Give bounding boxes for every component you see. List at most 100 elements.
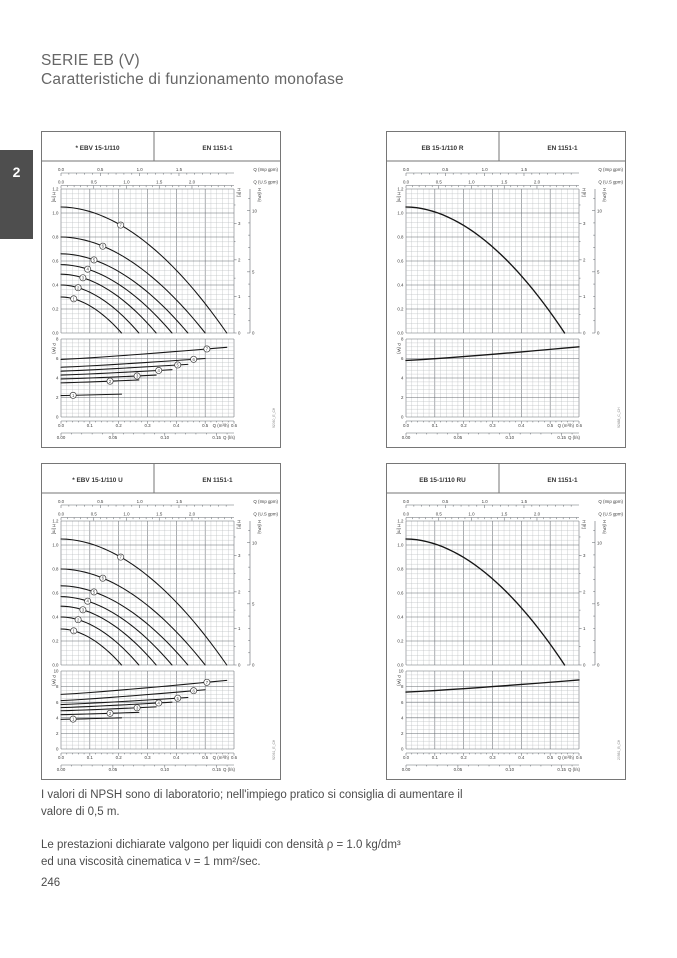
svg-text:3: 3 — [82, 275, 85, 280]
svg-text:6: 6 — [401, 700, 404, 705]
svg-text:0.4: 0.4 — [397, 615, 404, 620]
svg-text:0.5: 0.5 — [202, 423, 209, 428]
chart-ebv-15-1-110: * EBV 15-1/110 EN 1151-1 0.0 0.5 1.0 1.5 Q (Im… — [41, 131, 281, 448]
svg-text:10: 10 — [597, 208, 602, 213]
svg-text:6: 6 — [56, 356, 59, 361]
svg-text:7: 7 — [120, 223, 123, 228]
svg-text:* EBV 15-1/110 U: * EBV 15-1/110 U — [72, 477, 123, 484]
svg-text:4: 4 — [86, 599, 89, 604]
svg-text:1: 1 — [72, 393, 75, 398]
svg-text:0.2: 0.2 — [116, 755, 123, 760]
section-tab-number: 2 — [12, 164, 21, 180]
svg-text:2: 2 — [401, 395, 404, 400]
svg-text:Q (Imp gpm): Q (Imp gpm) — [253, 499, 278, 504]
svg-text:0.0: 0.0 — [403, 755, 410, 760]
chart-ebv-15-1-110-u: * EBV 15-1/110 U EN 1151-1 0.0 0.5 1.0 1.5 Q (… — [41, 463, 281, 780]
svg-text:0.2: 0.2 — [397, 639, 404, 644]
svg-text:3: 3 — [136, 705, 139, 710]
svg-text:Q (l/s): Q (l/s) — [568, 767, 580, 772]
svg-text:0.5: 0.5 — [436, 511, 443, 516]
svg-text:0: 0 — [597, 331, 600, 336]
svg-text:0.3: 0.3 — [144, 755, 151, 760]
svg-text:0.0: 0.0 — [58, 511, 65, 516]
svg-text:Q (m³/h): Q (m³/h) — [558, 755, 575, 760]
svg-text:2: 2 — [401, 731, 404, 736]
svg-text:2: 2 — [56, 731, 59, 736]
svg-text:0.6: 0.6 — [231, 423, 238, 428]
performance-note-line1: Le prestazioni dichiarate valgono per li… — [41, 839, 401, 851]
svg-text:0: 0 — [597, 663, 600, 668]
svg-text:1.2: 1.2 — [397, 519, 404, 524]
svg-text:0: 0 — [56, 747, 59, 752]
svg-text:1.5: 1.5 — [156, 511, 163, 516]
svg-text:0.05: 0.05 — [454, 435, 463, 440]
svg-text:5: 5 — [252, 269, 255, 274]
svg-text:3: 3 — [82, 607, 85, 612]
svg-text:P (W): P (W) — [52, 675, 57, 686]
svg-text:0.15: 0.15 — [212, 767, 221, 772]
svg-text:0.2: 0.2 — [397, 307, 404, 312]
svg-text:2: 2 — [109, 711, 112, 716]
svg-text:0.6: 0.6 — [397, 259, 404, 264]
svg-text:6: 6 — [102, 244, 105, 249]
svg-text:0.8: 0.8 — [397, 235, 404, 240]
svg-text:0.10: 0.10 — [161, 767, 170, 772]
svg-text:P (W): P (W) — [52, 343, 57, 354]
svg-text:0.0: 0.0 — [58, 167, 65, 172]
svg-text:0.0: 0.0 — [52, 663, 59, 668]
svg-text:10: 10 — [399, 669, 404, 674]
svg-text:EN 1151-1: EN 1151-1 — [547, 477, 578, 484]
svg-text:EN 1151-1: EN 1151-1 — [202, 145, 233, 152]
svg-text:0: 0 — [401, 747, 404, 752]
svg-text:0.3: 0.3 — [144, 423, 151, 428]
svg-text:0.00: 0.00 — [402, 767, 411, 772]
svg-text:2.0: 2.0 — [189, 511, 196, 516]
svg-text:2: 2 — [77, 617, 80, 622]
svg-text:0.5: 0.5 — [442, 499, 449, 504]
svg-text:1.0: 1.0 — [137, 167, 144, 172]
svg-text:0.6: 0.6 — [231, 755, 238, 760]
pump-chart-svg-ebv-15-1-110: * EBV 15-1/110 EN 1151-1 0.0 0.5 1.0 1.5 Q (Im… — [41, 131, 281, 448]
svg-text:4: 4 — [401, 376, 404, 381]
svg-text:H [ft]: H [ft] — [582, 188, 587, 197]
svg-text:0: 0 — [56, 415, 59, 420]
svg-text:4: 4 — [56, 715, 59, 720]
series-title: SERIE EB (V) — [41, 52, 140, 69]
npsh-note-line1: I valori di NPSH sono di laboratorio; ne… — [41, 789, 463, 801]
svg-text:3: 3 — [583, 221, 586, 226]
svg-text:EB 15-1/110 RU: EB 15-1/110 RU — [419, 477, 466, 484]
svg-text:Q (Imp gpm): Q (Imp gpm) — [598, 167, 623, 172]
svg-text:Q (l/s): Q (l/s) — [568, 435, 580, 440]
svg-text:3: 3 — [583, 553, 586, 558]
svg-text:0.10: 0.10 — [506, 767, 515, 772]
svg-text:0.0: 0.0 — [58, 423, 65, 428]
pump-chart-svg-ebv-15-1-110-u: * EBV 15-1/110 U EN 1151-1 0.0 0.5 1.0 1.5 Q (… — [41, 463, 281, 780]
svg-text:2: 2 — [583, 589, 586, 594]
svg-text:92488_C_CH: 92488_C_CH — [617, 407, 621, 428]
svg-text:0.2: 0.2 — [461, 755, 468, 760]
svg-text:2: 2 — [238, 257, 241, 262]
svg-text:1.0: 1.0 — [123, 511, 130, 516]
svg-text:10: 10 — [252, 540, 257, 545]
svg-text:0.3: 0.3 — [489, 423, 496, 428]
svg-text:P (W): P (W) — [397, 343, 402, 354]
svg-text:2: 2 — [56, 395, 59, 400]
page-number: 246 — [41, 877, 61, 889]
svg-text:0.1: 0.1 — [87, 423, 94, 428]
svg-text:0.4: 0.4 — [52, 283, 59, 288]
svg-text:8: 8 — [56, 684, 59, 689]
svg-text:5: 5 — [597, 601, 600, 606]
svg-text:H (kPa): H (kPa) — [257, 520, 262, 535]
svg-text:1.5: 1.5 — [501, 511, 508, 516]
svg-text:1: 1 — [72, 717, 75, 722]
chart-eb-15-1-110-r: EB 15-1/110 R EN 1151-1 0.0 0.5 1.0 1.5 Q (Imp… — [386, 131, 626, 448]
svg-text:1.2: 1.2 — [52, 187, 59, 192]
svg-text:5: 5 — [252, 601, 255, 606]
svg-text:92060_E_CH: 92060_E_CH — [272, 407, 276, 428]
svg-text:0.5: 0.5 — [91, 511, 98, 516]
svg-text:Q (Imp gpm): Q (Imp gpm) — [598, 499, 623, 504]
svg-text:6: 6 — [192, 688, 195, 693]
svg-text:0.05: 0.05 — [109, 767, 118, 772]
svg-text:H [ft]: H [ft] — [237, 188, 242, 197]
svg-text:0.0: 0.0 — [403, 499, 410, 504]
